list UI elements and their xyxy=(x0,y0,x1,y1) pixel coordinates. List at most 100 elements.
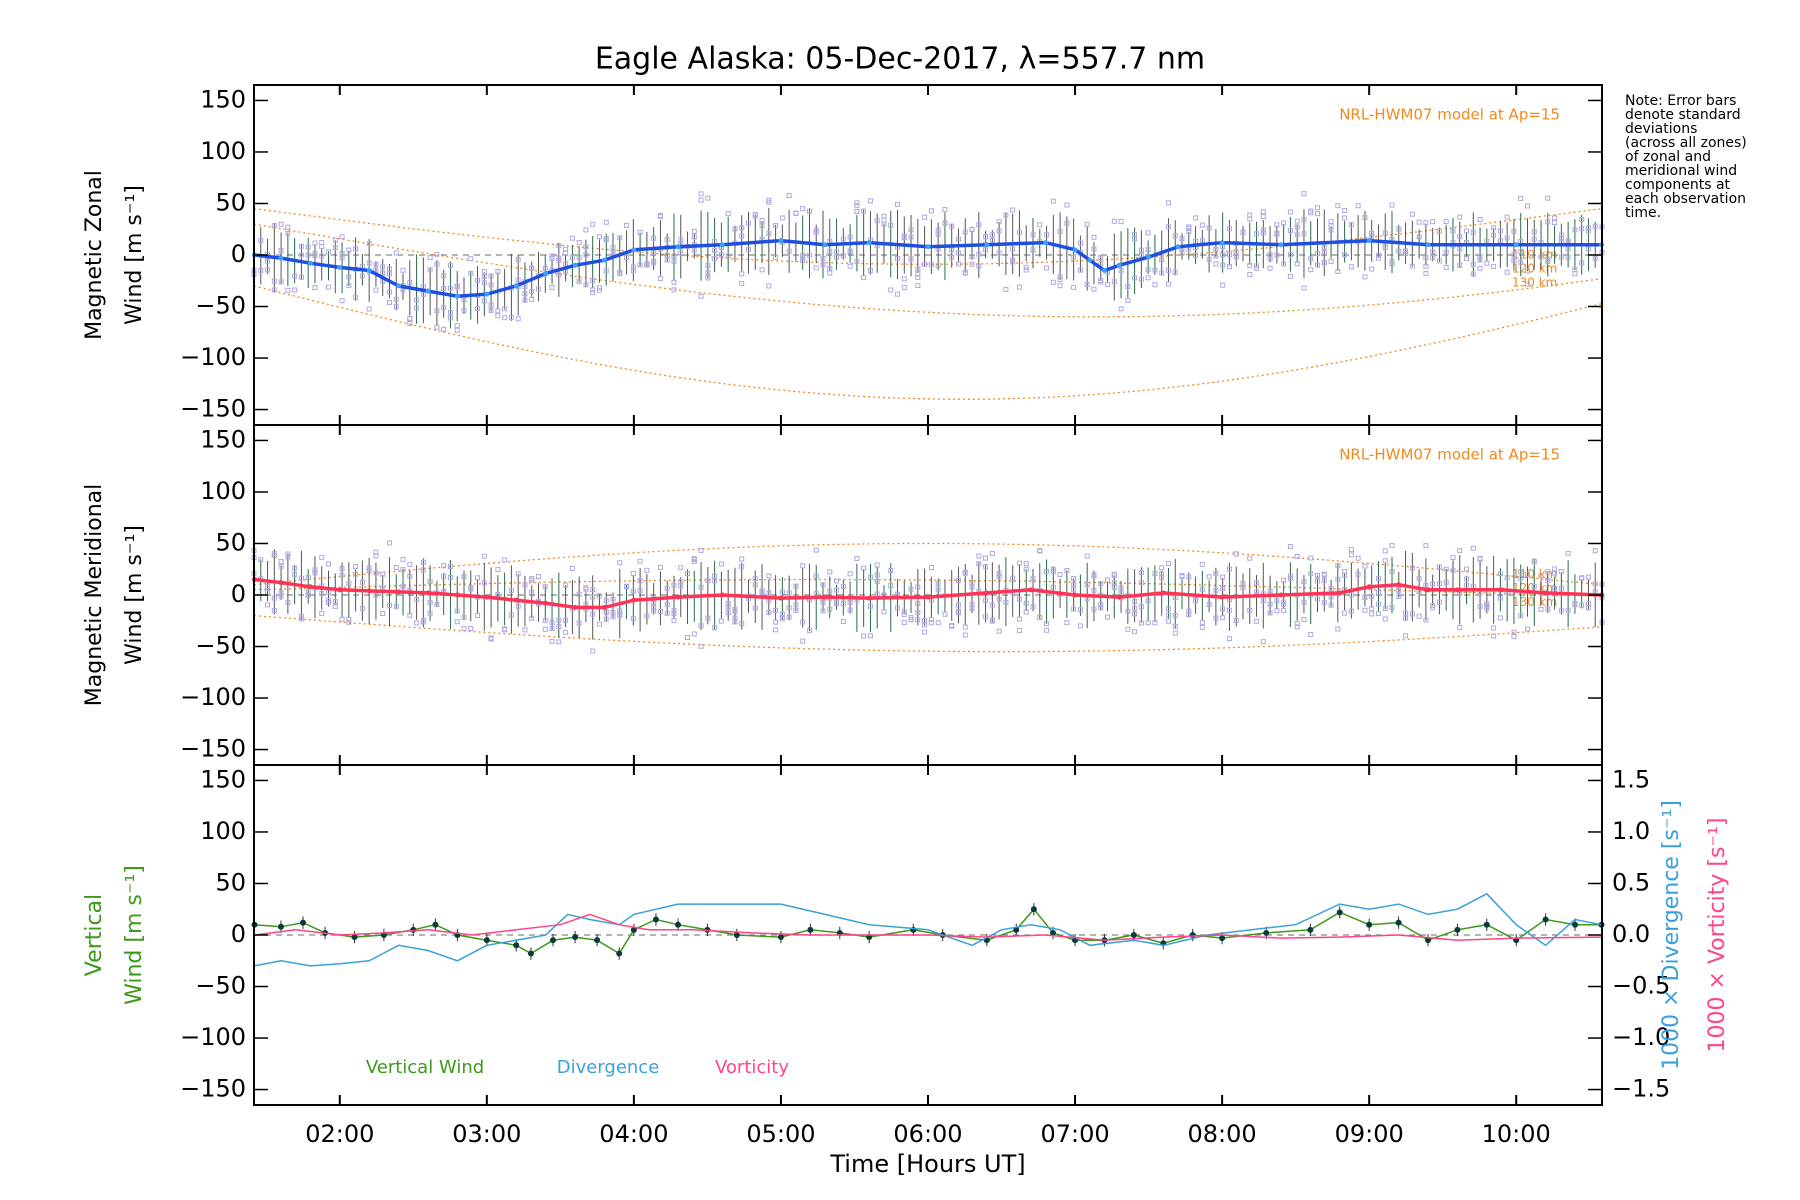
scatter-point xyxy=(1247,263,1253,269)
scatter-point xyxy=(793,583,799,589)
scatter-point xyxy=(759,223,765,229)
scatter-point xyxy=(1172,624,1178,630)
scatter-point xyxy=(1579,216,1585,222)
data-point xyxy=(454,293,460,299)
scatter-point xyxy=(800,619,806,625)
scatter-point xyxy=(962,624,968,630)
scatter-point xyxy=(1524,572,1530,578)
scatter-point xyxy=(1077,607,1083,613)
scatter-point xyxy=(976,561,982,567)
scatter-point xyxy=(678,250,684,256)
scatter-point xyxy=(915,584,921,590)
scatter-point xyxy=(834,249,840,255)
scatter-point xyxy=(1403,633,1409,639)
scatter-point xyxy=(712,256,718,262)
scatter-point xyxy=(935,620,941,626)
data-point xyxy=(1116,262,1122,268)
scatter-point xyxy=(1138,620,1144,626)
scatter-point xyxy=(271,223,277,229)
scatter-point xyxy=(1030,232,1036,238)
scatter-point xyxy=(1193,252,1199,258)
data-point xyxy=(1395,919,1402,926)
scatter-point xyxy=(705,578,711,584)
scatter-point xyxy=(1287,544,1293,550)
scatter-point xyxy=(1348,264,1354,270)
data-point xyxy=(733,932,740,938)
scatter-point xyxy=(549,256,555,262)
scatter-point xyxy=(1186,574,1192,580)
y2-tick-label: 0.0 xyxy=(1612,920,1650,948)
scatter-point xyxy=(1348,608,1354,614)
scatter-point xyxy=(745,246,751,252)
note-line: each observation xyxy=(1625,191,1747,207)
scatter-point xyxy=(312,567,318,573)
data-point xyxy=(631,597,637,603)
scatter-point xyxy=(1362,607,1368,613)
scatter-point xyxy=(1389,202,1395,208)
scatter-point xyxy=(881,609,887,615)
scatter-point xyxy=(536,574,542,580)
y2-tick-label: −1.0 xyxy=(1612,1023,1670,1051)
scatter-point xyxy=(1314,578,1320,584)
data-point xyxy=(866,240,872,246)
scatter-point xyxy=(1138,604,1144,610)
data-point xyxy=(1030,906,1037,913)
scatter-point xyxy=(691,631,697,637)
scatter-point xyxy=(922,622,928,628)
x-tick-label: 03:00 xyxy=(452,1120,521,1148)
scatter-point xyxy=(928,620,934,626)
scatter-point xyxy=(1369,594,1375,600)
scatter-point xyxy=(949,223,955,229)
scatter-point xyxy=(996,250,1002,256)
scatter-point xyxy=(1145,275,1151,281)
scatter-point xyxy=(1287,252,1293,258)
data-point xyxy=(1116,594,1122,600)
scatter-point xyxy=(447,263,453,269)
scatter-point xyxy=(867,603,873,609)
data-point xyxy=(1219,240,1225,246)
data-point xyxy=(594,937,601,944)
scatter-point xyxy=(1389,258,1395,264)
scatter-point xyxy=(1199,624,1205,630)
scatter-point xyxy=(542,584,548,590)
scatter-point xyxy=(1321,259,1327,265)
scatter-point xyxy=(1294,218,1300,224)
scatter-point xyxy=(739,563,745,569)
scatter-point xyxy=(1138,252,1144,258)
scatter-point xyxy=(400,583,406,589)
scatter-point xyxy=(1403,248,1409,254)
x-tick-label: 04:00 xyxy=(599,1120,668,1148)
scatter-point xyxy=(800,255,806,261)
scatter-point xyxy=(698,293,704,299)
y-tick-label: −50 xyxy=(195,292,246,320)
scatter-point xyxy=(556,272,562,278)
scatter-point xyxy=(854,203,860,209)
scatter-point xyxy=(766,199,772,205)
scatter-point xyxy=(1023,267,1029,273)
scatter-point xyxy=(1389,604,1395,610)
scatter-point xyxy=(691,247,697,253)
scatter-point xyxy=(1416,613,1422,619)
scatter-point xyxy=(590,287,596,293)
scatter-point xyxy=(610,596,616,602)
scatter-point xyxy=(671,287,677,293)
scatter-point xyxy=(1091,572,1097,578)
scatter-point xyxy=(996,574,1002,580)
scatter-point xyxy=(420,567,426,573)
scatter-point xyxy=(1369,611,1375,617)
scatter-point xyxy=(820,608,826,614)
scatter-point xyxy=(1430,249,1436,255)
scatter-point xyxy=(847,571,853,577)
data-point xyxy=(616,950,623,957)
scatter-point xyxy=(569,566,575,572)
scatter-point xyxy=(1023,561,1029,567)
scatter-point xyxy=(786,248,792,254)
scatter-point xyxy=(989,232,995,238)
scatter-point xyxy=(800,563,806,569)
scatter-point xyxy=(278,590,284,596)
scatter-point xyxy=(874,562,880,568)
scatter-point xyxy=(1457,245,1463,251)
scatter-point xyxy=(1267,252,1273,258)
scatter-point xyxy=(962,270,968,276)
